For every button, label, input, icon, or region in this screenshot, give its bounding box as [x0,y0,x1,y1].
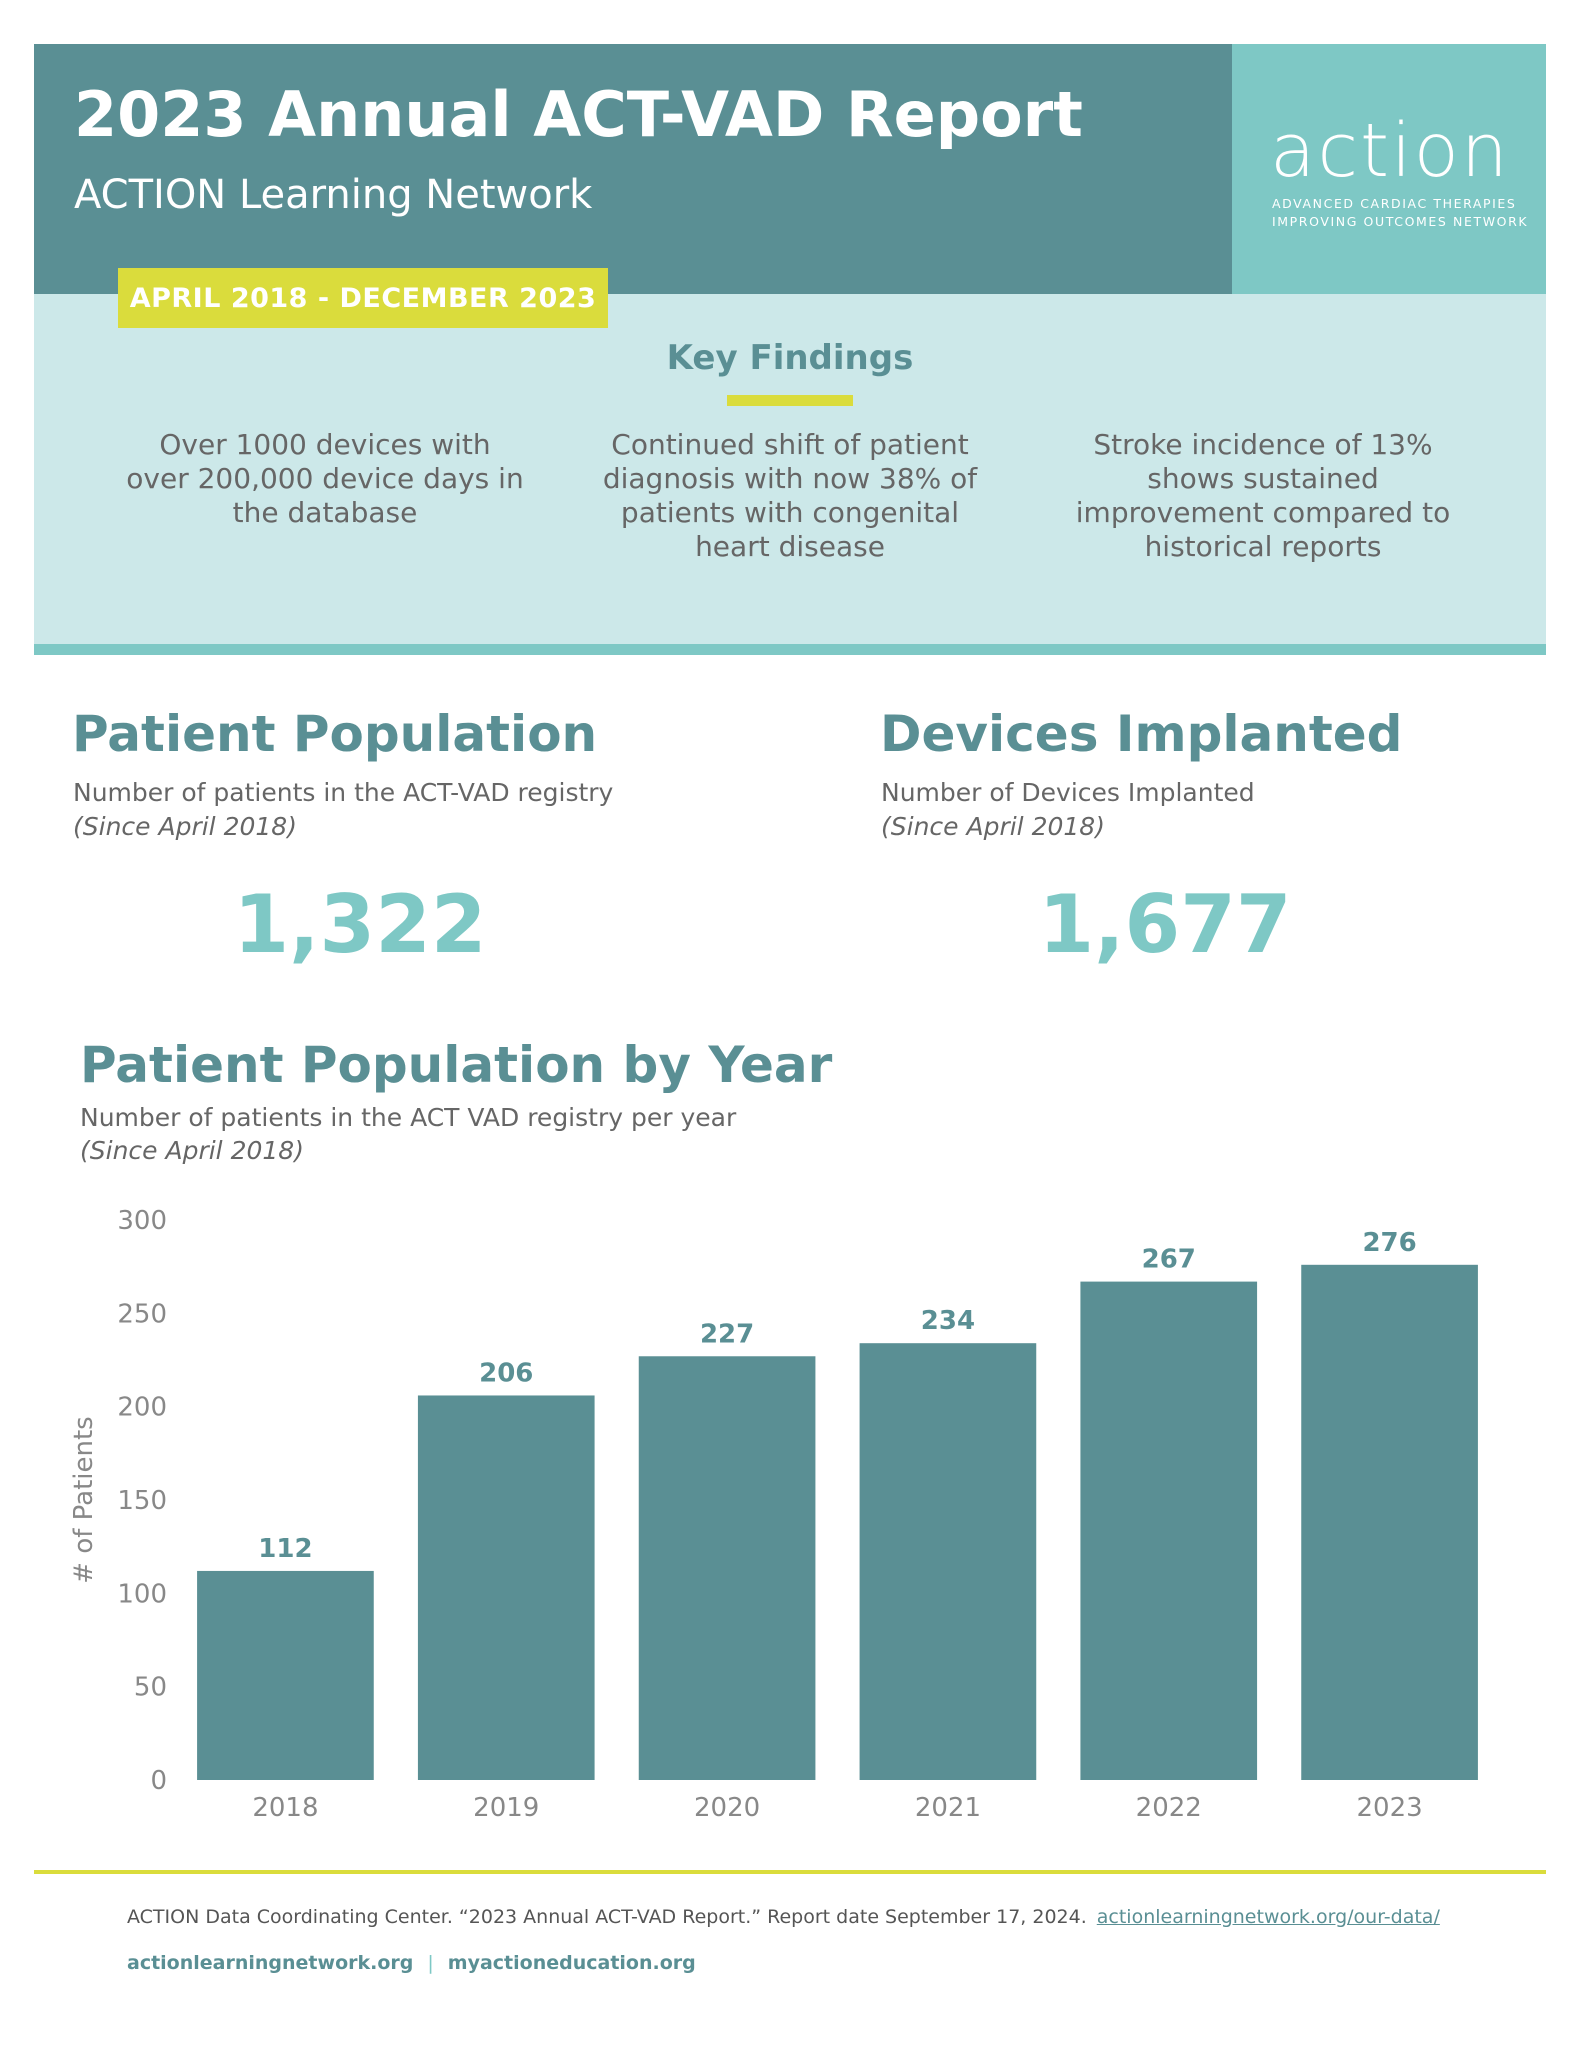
key-findings-title: Key Findings [666,338,914,378]
logo-tagline-2: IMPROVING OUTCOMES NETWORK [1272,214,1529,229]
patient-population-title: Patient Population [72,705,598,763]
citation: ACTION Data Coordinating Center. “2023 A… [127,1906,1440,1928]
bar-2021 [859,1343,1037,1780]
y-tick-label: 50 [134,1673,167,1703]
key-findings-underline [727,395,853,406]
by-year-note: (Since April 2018) [80,1136,304,1165]
footer-links: actionlearningnetwork.org | myactioneducat… [127,1952,696,1974]
bar-value-label: 276 [1362,1228,1416,1258]
finding-devices: Over 1000 devices with over 200,000 devi… [126,428,524,529]
band-divider [34,644,1546,655]
key-findings-band [34,294,1546,644]
report-title: 2023 Annual ACT-VAD Report [74,78,1083,151]
devices-implanted-title: Devices Implanted [880,705,1403,763]
header-banner [34,44,1232,294]
action-logo: action [1270,108,1510,194]
logo-panel [1232,44,1546,294]
x-tick-label: 2018 [252,1793,318,1823]
y-tick-label: 150 [117,1486,167,1516]
y-tick-label: 250 [117,1299,167,1329]
citation-text: ACTION Data Coordinating Center. “2023 A… [127,1906,1087,1928]
patient-population-value: 1,322 [233,878,487,971]
x-tick-label: 2021 [915,1793,981,1823]
bar-value-label: 206 [479,1358,533,1388]
y-tick-label: 100 [117,1579,167,1609]
y-tick-label: 0 [150,1766,167,1796]
finding-stroke: Stroke incidence of 13% shows sustained … [1075,428,1451,563]
by-year-title: Patient Population by Year [80,1036,833,1094]
footer-separator: | [427,1952,434,1974]
footer-divider [34,1870,1546,1874]
link-my-action-education[interactable]: myactioneducation.org [447,1952,696,1974]
patient-population-note: (Since April 2018) [73,812,297,841]
report-subtitle: ACTION Learning Network [74,172,593,218]
x-tick-label: 2022 [1136,1793,1202,1823]
bar-value-label: 112 [258,1534,312,1564]
patient-population-description: Number of patients in the ACT-VAD regist… [73,778,614,807]
y-axis-label: # of Patients [69,1416,99,1583]
x-tick-label: 2023 [1356,1793,1422,1823]
bar-2020 [638,1356,816,1780]
y-tick-label: 200 [117,1393,167,1423]
bar-2018 [197,1570,374,1780]
y-tick-label: 300 [117,1206,167,1236]
bar-value-label: 267 [1142,1245,1196,1275]
bar-2022 [1080,1281,1258,1780]
devices-implanted-description: Number of Devices Implanted [881,778,1255,807]
by-year-description: Number of patients in the ACT VAD regist… [80,1103,737,1132]
bar-2023 [1301,1264,1478,1780]
finding-diagnosis: Continued shift of patient diagnosis wit… [602,428,978,563]
citation-link[interactable]: actionlearningnetwork.org/our-data/ [1096,1906,1440,1928]
bar-value-label: 234 [921,1306,975,1336]
logo-tagline-1: ADVANCED CARDIAC THERAPIES [1272,196,1517,211]
x-tick-label: 2020 [694,1793,760,1823]
x-tick-label: 2019 [473,1793,539,1823]
devices-implanted-value: 1,677 [1038,878,1292,971]
devices-implanted-note: (Since April 2018) [881,812,1105,841]
date-range-badge: APRIL 2018 - DECEMBER 2023 [118,268,608,328]
patients-by-year-chart: 0 50 100 150 200 250 300 # of Patients 112 2018 20… [69,1206,1478,1823]
bar-value-label: 227 [700,1319,754,1349]
link-action-learning-network[interactable]: actionlearningnetwork.org [127,1952,414,1974]
bar-2019 [417,1395,595,1780]
